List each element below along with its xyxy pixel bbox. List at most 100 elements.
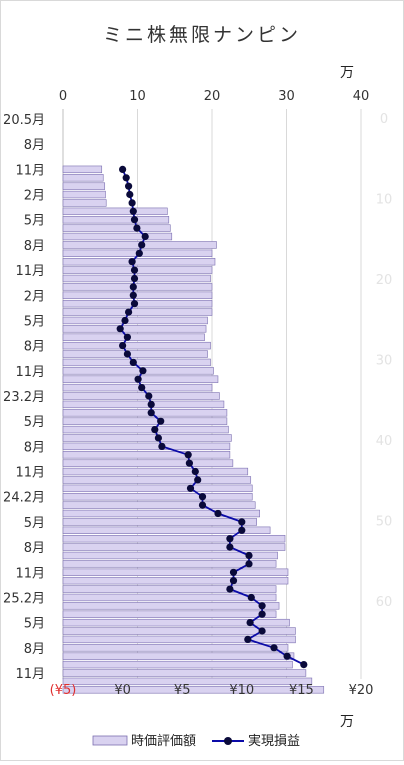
profit-point (129, 207, 137, 215)
bar (62, 257, 216, 266)
right-tick-label: 60 (376, 595, 393, 610)
profit-point (186, 484, 195, 492)
profit-point (245, 560, 253, 568)
profit-point (238, 526, 246, 534)
bar (62, 325, 207, 333)
category-label: 11月 (15, 365, 45, 380)
top-tick-label: 20 (204, 89, 221, 104)
profit-point (226, 535, 234, 543)
profit-point (147, 400, 155, 408)
bottom-tick-label: ¥0 (114, 683, 131, 698)
bar (62, 216, 170, 224)
bar (62, 174, 104, 182)
chart-title: ミニ株無限ナンピン (103, 24, 301, 46)
profit-point (191, 467, 199, 476)
category-label: 8月 (24, 138, 45, 153)
profit-point (158, 442, 166, 450)
profit-point (244, 635, 252, 644)
profit-point (258, 627, 266, 635)
profit-point (151, 426, 159, 434)
bar-layer (62, 165, 325, 694)
bar (62, 283, 213, 291)
right-tick-label: 10 (376, 193, 393, 208)
profit-point (130, 216, 139, 224)
bottom-tick-label: ¥5 (174, 683, 191, 698)
profit-point (121, 316, 129, 325)
category-label: 8月 (24, 440, 45, 455)
category-label: 8月 (24, 541, 45, 556)
bar (62, 644, 289, 652)
bar (62, 652, 295, 660)
category-label: 5月 (24, 617, 45, 632)
profit-point (130, 274, 139, 283)
right-tick-label: 50 (376, 515, 393, 530)
right-tick-label: 20 (376, 273, 393, 288)
right-tick-label: 40 (376, 434, 393, 449)
bar (62, 383, 213, 392)
legend-bar-swatch (92, 735, 128, 746)
bottom-tick-label: ¥10 (229, 683, 254, 698)
profit-point (226, 585, 234, 593)
profit-point (141, 232, 149, 241)
bar (62, 576, 289, 585)
profit-point (129, 358, 137, 366)
profit-point (198, 501, 207, 509)
bar (62, 493, 253, 501)
category-label: 8月 (24, 340, 45, 355)
profit-point (130, 266, 139, 274)
bar (62, 434, 232, 442)
category-label: 11月 (15, 264, 45, 279)
bottom-tick-label: (¥5) (50, 683, 77, 698)
category-label: 11月 (15, 667, 45, 682)
bar (62, 291, 213, 299)
bar (62, 509, 260, 518)
profit-point (128, 199, 136, 207)
profit-point (300, 661, 308, 669)
axis-labels-layer: 0 10 20 30 40 (¥5) ¥0 ¥5 ¥10 ¥15 ¥20 0 10 20 30 40 50 60 2… (3, 89, 392, 698)
top-tick-label: 30 (278, 89, 295, 104)
bar (62, 501, 256, 509)
profit-point (139, 367, 147, 375)
bar (62, 308, 213, 316)
bar (62, 476, 252, 484)
category-label: 2月 (24, 289, 45, 304)
bar (62, 585, 277, 593)
category-label: 2月 (24, 189, 45, 204)
profit-point (283, 652, 291, 660)
bar (62, 627, 296, 635)
bar (62, 182, 106, 190)
profit-point (135, 249, 143, 257)
legend-bar-label: 時価評価額 (131, 734, 196, 749)
bar (62, 333, 205, 341)
category-label: 5月 (24, 214, 45, 229)
profit-point (226, 543, 234, 551)
bottom-tick-label: ¥20 (349, 683, 374, 698)
category-label: 11月 (15, 163, 45, 178)
profit-point (125, 182, 133, 190)
category-label: 5月 (24, 516, 45, 531)
bar (62, 602, 280, 610)
bar (62, 400, 225, 409)
bar (62, 526, 271, 535)
profit-point (133, 224, 141, 232)
profit-point (154, 434, 162, 442)
bar (62, 534, 286, 543)
bar (62, 199, 107, 207)
bar (62, 451, 231, 459)
category-label: 23.2月 (3, 390, 45, 405)
profit-point (119, 165, 127, 173)
category-label: 5月 (24, 314, 45, 329)
bar (62, 635, 296, 644)
bottom-axis-unit: 万 (340, 714, 354, 730)
profit-point (145, 392, 153, 400)
category-label: 20.5月 (3, 113, 45, 128)
category-label: 8月 (24, 642, 45, 657)
bar (62, 165, 103, 174)
category-label: 11月 (15, 466, 45, 481)
bar (62, 417, 228, 425)
profit-point (157, 417, 165, 425)
category-label: 8月 (24, 239, 45, 254)
bar (62, 593, 277, 602)
